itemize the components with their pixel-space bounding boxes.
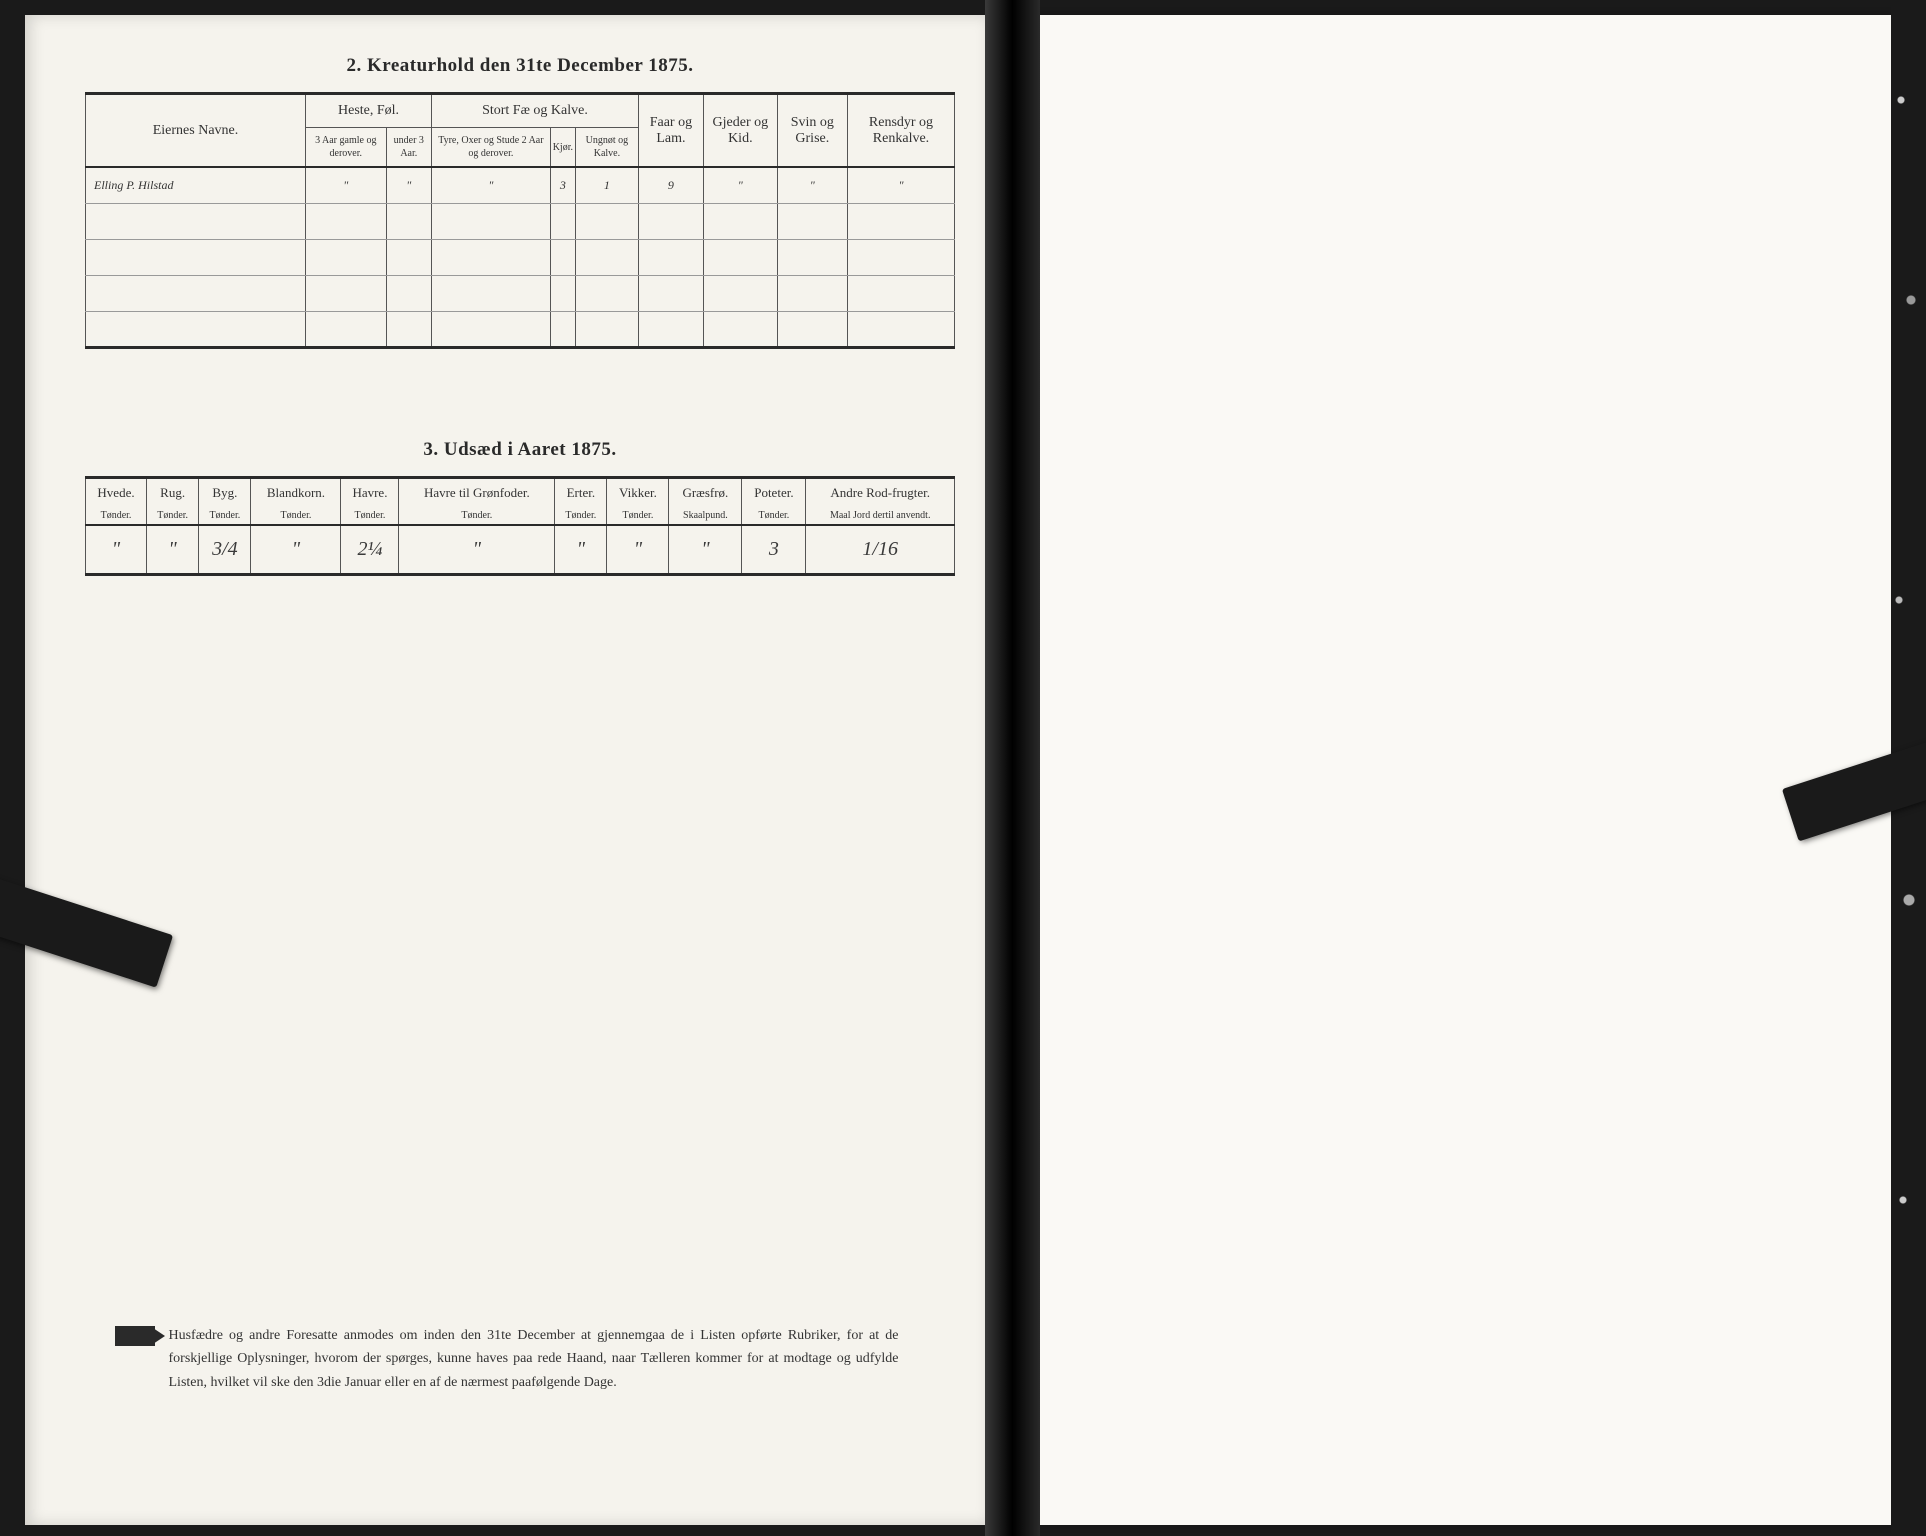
col-vikker: Vikker.: [607, 477, 669, 507]
col-erter: Erter.: [555, 477, 607, 507]
rensdyr-header: Rensdyr og Renkalve.: [847, 94, 954, 168]
unit-9: Tønder.: [742, 507, 806, 525]
cell-s2-9: 3: [742, 525, 806, 575]
cell-s2-7: ": [607, 525, 669, 575]
cell-s2-3: ": [251, 525, 341, 575]
svin-header: Svin og Grise.: [777, 94, 847, 168]
section2-title: 3. Udsæd i Aaret 1875.: [85, 439, 955, 461]
cell-s2-1: ": [147, 525, 199, 575]
unit-4: Tønder.: [341, 507, 399, 525]
left-page: 2. Kreaturhold den 31te December 1875. E…: [25, 15, 985, 1525]
col-poteter: Poteter.: [742, 477, 806, 507]
heste-a-header: 3 Aar gamle og derover.: [306, 128, 387, 168]
table-row: " " 3/4 " 2¼ " " " " 3 1/16: [86, 525, 955, 575]
stort-c-header: Ungnøt og Kalve.: [575, 128, 638, 168]
cell-s2-5: ": [399, 525, 555, 575]
cell-s2-2: 3/4: [199, 525, 251, 575]
cell-rensdyr: ": [847, 167, 954, 203]
col-rug: Rug.: [147, 477, 199, 507]
cell-gjeder: ": [703, 167, 777, 203]
book-spread: 2. Kreaturhold den 31te December 1875. E…: [0, 0, 1926, 1536]
book-gutter: [985, 0, 1040, 1536]
col-byg: Byg.: [199, 477, 251, 507]
unit-1: Tønder.: [147, 507, 199, 525]
footer-text: Husfædre og andre Foresatte anmodes om i…: [169, 1324, 899, 1395]
heste-b-header: under 3 Aar.: [386, 128, 432, 168]
col-andre: Andre Rod-frugter.: [806, 477, 955, 507]
cell-stort-c: 1: [575, 167, 638, 203]
unit-0: Tønder.: [86, 507, 147, 525]
owner-header: Eiernes Navne.: [86, 94, 306, 168]
cell-svin: ": [777, 167, 847, 203]
table-row: Elling P. Hilstad " " " 3 1 9 " " ": [86, 167, 955, 203]
cell-faar: 9: [638, 167, 703, 203]
owner-name: Elling P. Hilstad: [86, 167, 306, 203]
unit-10: Maal Jord dertil anvendt.: [806, 507, 955, 525]
cell-heste-b: ": [386, 167, 432, 203]
unit-8: Skaalpund.: [669, 507, 742, 525]
table-row: [86, 275, 955, 311]
livestock-table: Eiernes Navne. Heste, Føl. Stort Fæ og K…: [85, 92, 955, 349]
pointing-hand-icon: [115, 1326, 155, 1346]
cell-s2-10: 1/16: [806, 525, 955, 575]
stort-a-header: Tyre, Oxer og Stude 2 Aar og derover.: [432, 128, 551, 168]
col-havre: Havre.: [341, 477, 399, 507]
unit-2: Tønder.: [199, 507, 251, 525]
stort-header: Stort Fæ og Kalve.: [432, 94, 639, 128]
table-row: [86, 311, 955, 347]
col-blandkorn: Blandkorn.: [251, 477, 341, 507]
cell-stort-b: 3: [550, 167, 575, 203]
col-graesfro: Græsfrø.: [669, 477, 742, 507]
cell-s2-8: ": [669, 525, 742, 575]
col-havre-gron: Havre til Grønfoder.: [399, 477, 555, 507]
unit-5: Tønder.: [399, 507, 555, 525]
right-page: [1035, 15, 1895, 1525]
stort-b-header: Kjør.: [550, 128, 575, 168]
table-row: [86, 239, 955, 275]
faar-header: Faar og Lam.: [638, 94, 703, 168]
table-row: [86, 203, 955, 239]
cell-s2-0: ": [86, 525, 147, 575]
seed-table: Hvede. Rug. Byg. Blandkorn. Havre. Havre…: [85, 476, 955, 577]
cell-heste-a: ": [306, 167, 387, 203]
footer-note: Husfædre og andre Foresatte anmodes om i…: [115, 1324, 905, 1395]
cell-s2-6: ": [555, 525, 607, 575]
col-hvede: Hvede.: [86, 477, 147, 507]
gjeder-header: Gjeder og Kid.: [703, 94, 777, 168]
section1-title: 2. Kreaturhold den 31te December 1875.: [85, 55, 955, 77]
heste-header: Heste, Føl.: [306, 94, 432, 128]
cell-stort-a: ": [432, 167, 551, 203]
unit-7: Tønder.: [607, 507, 669, 525]
unit-3: Tønder.: [251, 507, 341, 525]
unit-6: Tønder.: [555, 507, 607, 525]
cell-s2-4: 2¼: [341, 525, 399, 575]
